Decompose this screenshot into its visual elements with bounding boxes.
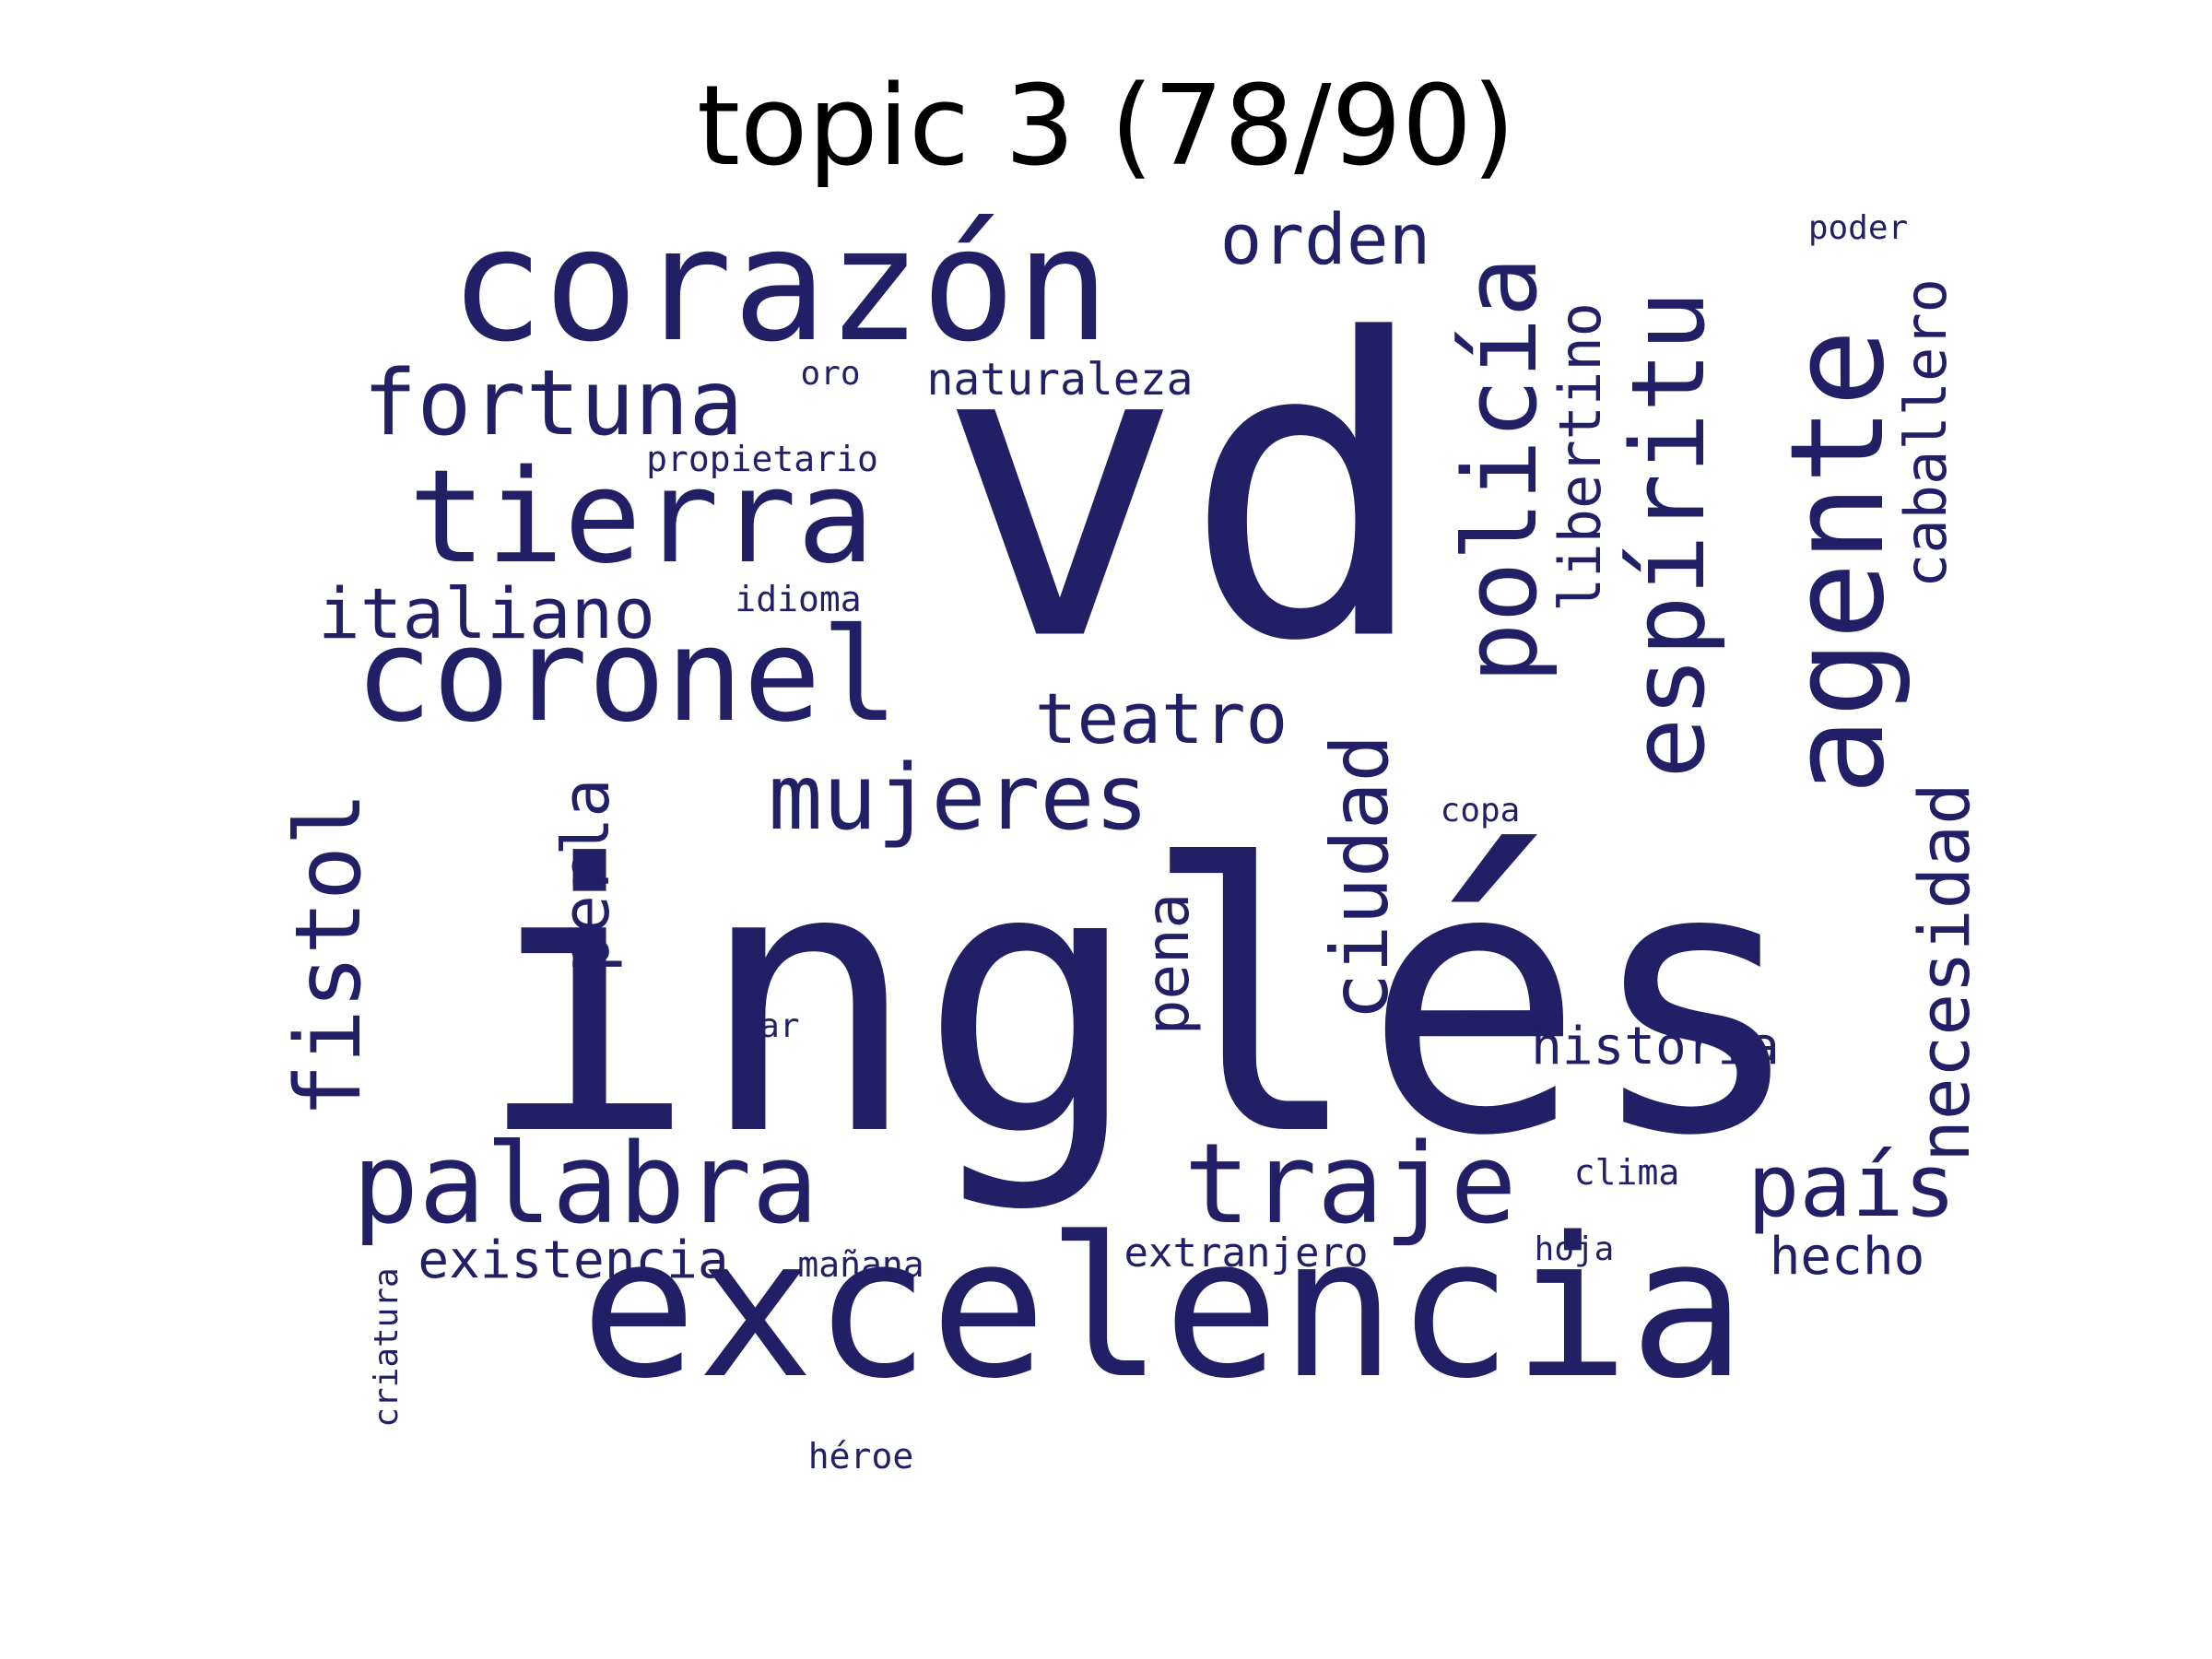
cloud-word: libertino [1547,302,1614,612]
cloud-word: criatura [368,1267,406,1428]
cloud-word: tierra [408,442,875,593]
cloud-word: traje [1183,1121,1517,1249]
cloud-word: idioma [735,579,862,619]
cloud-word: necesidad [1903,782,1985,1162]
figure-title: topic 3 (78/90) [696,63,1516,191]
cloud-word: país [1747,1136,1957,1237]
cloud-word: oro [800,355,861,393]
cloud-word: par [739,1007,800,1045]
cloud-word: corazón [449,194,1111,377]
cloud-word: fistol [276,791,382,1119]
cloud-word: espíritu [1609,290,1727,779]
cloud-word: pena [1135,892,1203,1036]
cloud-word: policía [1441,256,1559,684]
cloud-word: hecho [1769,1227,1925,1287]
cloud-word: hoja [1534,1230,1615,1268]
cloud-word: fortuna [362,351,744,456]
cloud-word: caballero [1892,278,1959,588]
cloud-word: mañana [797,1244,924,1285]
cloud-word: copa [1440,792,1521,830]
cloud-word: clima [1573,1152,1680,1193]
cloud-word: vd [936,253,1430,731]
cloud-word: coronel [354,601,900,751]
cloud-word: agente [1763,329,1913,795]
cloud-word: teatro [1034,677,1288,759]
cloud-word: orden [1219,198,1431,280]
cloud-word: extranjero [1124,1230,1369,1277]
cloud-word: propietario [646,439,878,479]
cloud-word: naturaleza [926,354,1194,406]
cloud-word: héroe [807,1436,914,1477]
cloud-word: poder [1807,209,1909,247]
cloud-word: palabra [352,1121,818,1249]
cloud-word: historia [1531,1017,1780,1077]
cloud-word: italiano [317,572,656,654]
cloud-word: mujeres [768,746,1149,851]
cloud-word: excelencia [580,1195,1747,1421]
cloud-word: inglés [475,788,1807,1217]
cloud-word: perla [548,778,624,973]
cloud-word: existencia [418,1230,729,1290]
cloud-word: ciudad [1314,734,1406,1021]
